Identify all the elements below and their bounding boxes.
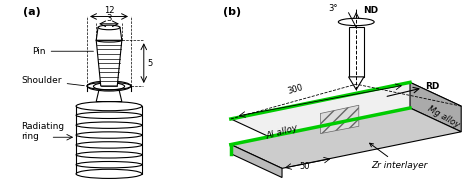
Text: 3: 3 [106,14,112,23]
Text: Radiating
ring: Radiating ring [21,122,64,141]
Text: Pin: Pin [32,47,93,56]
Text: 12: 12 [104,6,114,15]
Polygon shape [410,82,461,132]
Text: Zr interlayer: Zr interlayer [370,143,428,170]
Text: (b): (b) [223,7,241,17]
Ellipse shape [98,25,120,30]
Text: 3°: 3° [328,4,338,13]
Polygon shape [96,40,122,86]
Text: RD: RD [425,82,440,92]
Text: (a): (a) [23,7,41,17]
Polygon shape [348,27,364,77]
Polygon shape [76,106,142,174]
Polygon shape [231,145,282,178]
Polygon shape [348,77,364,90]
Polygon shape [231,82,461,143]
Text: 50: 50 [300,162,310,171]
Text: ND: ND [363,6,378,16]
Ellipse shape [76,169,142,178]
Ellipse shape [96,38,122,42]
Text: 300: 300 [286,83,304,96]
Polygon shape [320,105,359,134]
Text: 5: 5 [147,59,153,68]
Polygon shape [96,86,122,102]
Ellipse shape [87,81,131,91]
Polygon shape [231,108,461,168]
Ellipse shape [76,102,142,111]
Text: Shoulder: Shoulder [21,76,84,86]
Polygon shape [96,27,122,40]
Text: Mg alloy: Mg alloy [426,104,461,130]
Text: Al alloy: Al alloy [265,123,299,141]
